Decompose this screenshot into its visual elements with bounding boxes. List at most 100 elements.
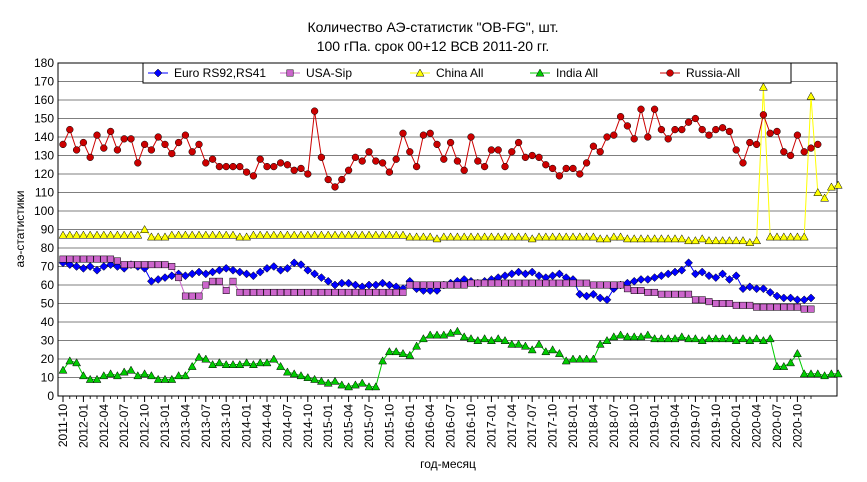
data-point xyxy=(786,293,795,303)
data-point xyxy=(792,348,802,357)
data-point xyxy=(576,279,584,287)
data-point xyxy=(739,301,747,309)
data-point xyxy=(691,114,700,123)
data-point xyxy=(786,358,796,367)
data-point xyxy=(466,334,476,343)
data-point xyxy=(276,230,286,239)
y-tick-label: 130 xyxy=(34,149,54,163)
y-tick-label: 110 xyxy=(35,186,54,200)
legend-box xyxy=(142,62,792,84)
data-point xyxy=(595,234,605,243)
data-point xyxy=(331,183,339,191)
data-point xyxy=(406,148,414,156)
data-point xyxy=(772,232,782,241)
data-point xyxy=(697,335,707,344)
data-point xyxy=(242,232,252,241)
data-point xyxy=(753,303,761,311)
data-point xyxy=(194,267,204,277)
data-point xyxy=(527,345,537,354)
x-tick-label: 2020-01 xyxy=(729,404,743,448)
data-point xyxy=(474,157,482,165)
series-line xyxy=(62,107,819,188)
data-point xyxy=(405,232,415,241)
data-point xyxy=(453,157,462,165)
data-point xyxy=(59,140,67,149)
data-point xyxy=(262,230,272,239)
data-point xyxy=(391,347,401,356)
y-axis: 0 10 20 30 40 50 60 70 80 90 100 110 120 130 140 150 160… xyxy=(34,56,54,403)
data-point xyxy=(147,276,156,286)
data-point xyxy=(188,148,196,156)
data-point xyxy=(562,164,570,173)
data-point xyxy=(596,148,604,156)
legend: Euro RS92,RS41 USA-Sip China All India All R… xyxy=(142,62,792,84)
data-point xyxy=(684,236,694,245)
data-point xyxy=(243,288,251,296)
data-point xyxy=(372,288,380,296)
x-tick-label: 2013-04 xyxy=(178,404,192,448)
data-point xyxy=(766,303,774,311)
data-point xyxy=(398,348,408,357)
data-point xyxy=(147,146,156,154)
x-tick-label: 2017-10 xyxy=(546,404,560,448)
data-point xyxy=(773,127,781,136)
data-point xyxy=(209,277,217,285)
data-point xyxy=(759,111,768,119)
data-point xyxy=(385,288,393,296)
data-point xyxy=(425,232,435,241)
data-point xyxy=(446,138,455,147)
x-tick-label: 2013-10 xyxy=(219,404,233,448)
data-point xyxy=(800,148,808,156)
data-point xyxy=(141,261,149,269)
data-point xyxy=(576,170,584,178)
data-point xyxy=(337,230,347,239)
y-tick-label: 40 xyxy=(41,315,55,329)
data-point xyxy=(351,153,360,162)
data-point xyxy=(603,133,611,141)
data-point xyxy=(126,230,136,239)
data-point xyxy=(65,356,75,365)
data-point xyxy=(66,255,74,263)
data-point xyxy=(786,151,795,160)
data-point xyxy=(650,334,660,343)
data-point xyxy=(276,159,285,167)
data-point xyxy=(255,230,265,239)
data-point xyxy=(752,284,761,294)
data-point xyxy=(297,164,305,173)
data-point xyxy=(235,232,245,241)
legend-marker xyxy=(666,69,674,77)
data-point xyxy=(119,230,129,239)
y-tick-label: 30 xyxy=(41,334,55,348)
x-tick-label: 2017-04 xyxy=(505,404,519,448)
data-point xyxy=(418,232,428,241)
data-point xyxy=(685,290,693,298)
data-point xyxy=(582,159,591,167)
data-point xyxy=(310,269,319,279)
data-point xyxy=(412,162,421,171)
data-point xyxy=(72,358,82,367)
data-point xyxy=(58,230,68,239)
data-point xyxy=(249,172,258,180)
data-point xyxy=(385,280,394,290)
data-point xyxy=(85,230,95,239)
data-point xyxy=(58,365,68,374)
y-tick-label: 100 xyxy=(34,204,54,218)
data-point xyxy=(514,267,523,277)
data-point xyxy=(833,369,843,378)
chart-subtitle: 100 гПа. срок 00+12 ВСВ 2011-20 гг. xyxy=(317,38,550,54)
data-point xyxy=(134,261,142,269)
data-point xyxy=(745,335,755,344)
data-point xyxy=(330,230,340,239)
data-point xyxy=(697,234,707,243)
series-line xyxy=(63,87,839,243)
data-point xyxy=(820,371,830,380)
data-point xyxy=(684,118,693,126)
data-point xyxy=(242,358,252,367)
data-point xyxy=(242,269,251,279)
data-point xyxy=(575,289,585,299)
data-point xyxy=(317,288,325,296)
data-point xyxy=(569,164,577,173)
data-point xyxy=(453,281,461,289)
data-point xyxy=(187,361,197,370)
data-point xyxy=(221,360,231,368)
